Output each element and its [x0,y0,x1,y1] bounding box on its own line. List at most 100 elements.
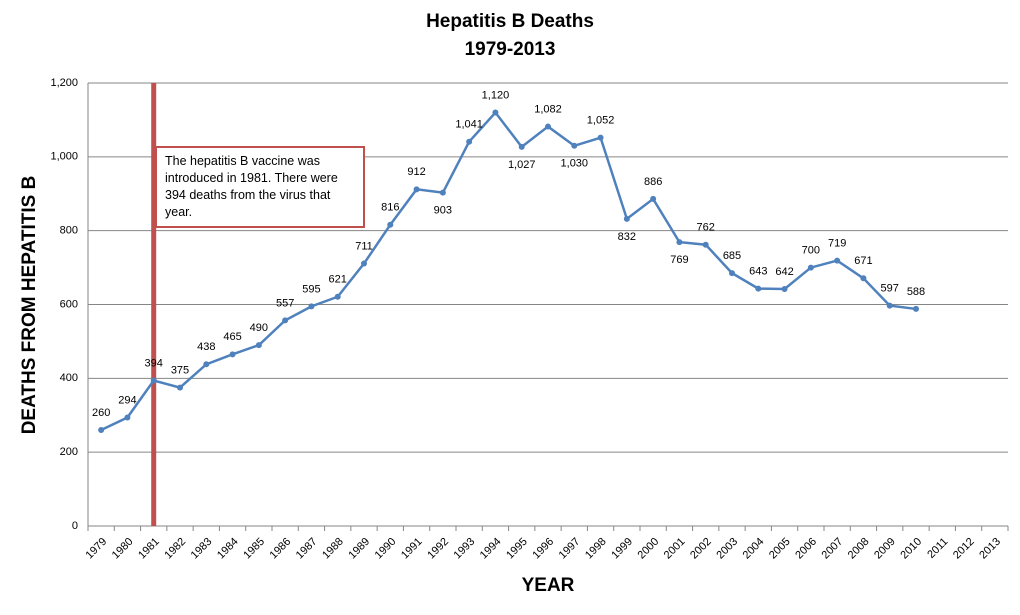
x-tick-label: 1982 [162,536,188,562]
x-tick-label: 1985 [241,536,267,562]
data-label: 595 [302,283,320,295]
x-tick-label: 2003 [714,536,740,562]
x-tick-label: 1981 [136,536,162,562]
data-point [781,285,788,292]
x-tick-label: 1994 [478,536,504,562]
data-point [413,186,420,193]
data-point [807,264,814,271]
y-tick-label: 0 [72,520,78,532]
x-tick-label: 1996 [530,536,556,562]
data-point [150,377,157,384]
x-tick-label: 1980 [110,536,136,562]
data-label: 294 [118,394,136,406]
y-axis-label: DEATHS FROM HEPATITIS B [19,176,40,435]
x-tick-label: 2002 [688,536,714,562]
data-label: 762 [697,222,715,234]
data-point [518,143,525,150]
data-label: 1,052 [587,115,615,127]
x-tick-label: 1989 [346,536,372,562]
data-label: 588 [907,286,925,298]
data-line [100,110,917,432]
data-point [545,123,551,130]
data-label: 597 [881,283,899,295]
data-label: 685 [723,250,741,262]
y-tick-label: 400 [60,372,78,384]
data-point [913,305,919,312]
x-tick-label: 2006 [793,536,819,562]
data-point [229,351,236,358]
data-point [676,239,683,246]
data-label: 912 [407,166,425,178]
y-tick-label: 200 [60,446,78,458]
data-label: 557 [276,297,294,309]
data-label: 769 [670,254,688,266]
data-point [387,221,394,228]
y-tick-label: 800 [60,225,78,237]
data-point [255,342,262,349]
x-tick-label: 2000 [636,536,662,562]
data-label: 490 [250,322,268,334]
data-point [623,215,630,222]
x-axis-label: YEAR [522,575,575,596]
data-label: 1,027 [508,159,536,171]
data-label: 719 [828,237,846,249]
data-point [492,109,499,116]
data-label: 1,041 [455,119,483,131]
x-tick-label: 1999 [609,536,635,562]
x-tick-label: 2011 [925,536,950,561]
data-label: 438 [197,341,215,353]
data-point [571,142,578,149]
x-tick-label: 2009 [872,536,898,562]
data-point [361,260,367,267]
y-tick-label: 600 [60,298,78,310]
data-label: 671 [854,255,872,267]
data-point [466,138,473,145]
x-tick-label: 2008 [846,536,872,562]
data-point [98,427,105,434]
x-tick-label: 1991 [399,536,425,562]
y-tick-label: 1,200 [50,77,78,89]
x-tick-label: 1992 [425,536,451,562]
data-point [834,257,841,264]
x-tick-label: 1983 [189,536,215,562]
x-tick-label: 1995 [504,536,530,562]
data-point [282,317,289,324]
data-label: 711 [355,240,373,252]
data-point [597,134,604,141]
x-tick-label: 1990 [373,536,399,562]
chart-title: Hepatitis B Deaths [426,11,594,32]
x-tick-label: 1993 [452,536,478,562]
data-point [334,293,341,300]
data-point [650,195,657,202]
x-tick-label: 2001 [662,536,688,562]
x-tick-label: 1984 [215,536,241,562]
data-label: 375 [171,364,189,376]
data-label: 394 [145,357,163,369]
data-point [439,189,446,196]
data-point [702,241,709,248]
x-tick-label: 1987 [294,536,320,562]
data-label: 903 [434,205,452,217]
x-tick-label: 2012 [951,536,977,562]
chart-subtitle: 1979-2013 [465,39,556,60]
data-point [729,270,735,277]
data-label: 700 [802,244,820,256]
data-label: 1,082 [534,103,562,115]
x-tick-label: 1997 [557,536,583,562]
x-tick-label: 2013 [977,536,1003,562]
data-point [124,414,131,421]
x-tick-label: 1988 [320,536,346,562]
x-tick-label: 2005 [767,536,793,562]
annotation-box: The hepatitis B vaccine was introduced i… [155,146,365,228]
data-label: 260 [92,407,110,419]
data-label: 816 [381,202,399,214]
data-label: 465 [223,331,241,343]
data-point [177,384,183,391]
data-label: 832 [618,231,636,243]
x-tick-label: 1998 [583,536,609,562]
x-tick-label: 2010 [898,536,924,562]
data-label: 1,120 [482,89,510,101]
x-tick-label: 2007 [820,536,846,562]
